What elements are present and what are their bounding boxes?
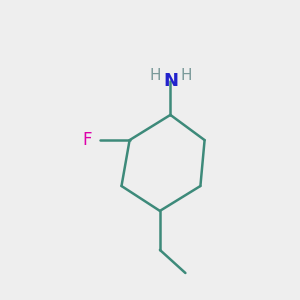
Text: N: N: [163, 72, 178, 90]
Text: H: H: [149, 68, 160, 82]
Text: F: F: [82, 131, 92, 149]
Text: H: H: [180, 68, 192, 82]
